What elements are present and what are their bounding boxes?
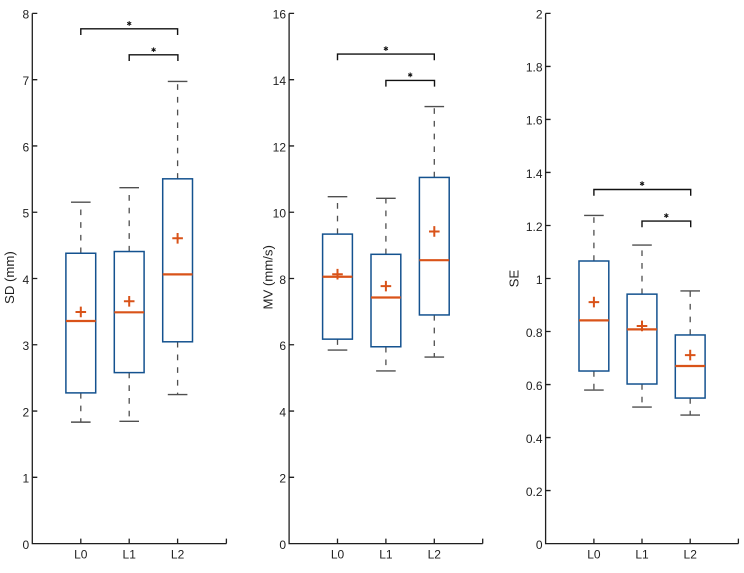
svg-text:0.2: 0.2 bbox=[526, 485, 543, 499]
svg-text:L1: L1 bbox=[379, 548, 393, 562]
svg-text:L2: L2 bbox=[428, 548, 442, 562]
svg-text:1.6: 1.6 bbox=[526, 114, 543, 128]
svg-text:10: 10 bbox=[273, 207, 287, 221]
svg-text:L2: L2 bbox=[684, 548, 698, 562]
svg-text:1.2: 1.2 bbox=[526, 220, 543, 234]
svg-text:6: 6 bbox=[279, 339, 286, 353]
svg-text:SD (mm): SD (mm) bbox=[2, 251, 17, 304]
svg-text:4: 4 bbox=[279, 405, 286, 419]
svg-text:7: 7 bbox=[23, 74, 30, 88]
svg-text:SE: SE bbox=[507, 270, 522, 288]
svg-text:16: 16 bbox=[273, 8, 287, 22]
svg-text:14: 14 bbox=[273, 74, 287, 88]
svg-text:L1: L1 bbox=[123, 548, 137, 562]
svg-text:3: 3 bbox=[23, 339, 30, 353]
svg-text:0: 0 bbox=[279, 538, 286, 552]
svg-text:L0: L0 bbox=[587, 548, 601, 562]
svg-text:2: 2 bbox=[279, 472, 286, 486]
svg-text:1: 1 bbox=[536, 273, 543, 287]
svg-text:0.4: 0.4 bbox=[526, 432, 543, 446]
svg-text:8: 8 bbox=[279, 273, 286, 287]
svg-text:12: 12 bbox=[273, 140, 287, 154]
svg-text:2: 2 bbox=[536, 8, 543, 22]
svg-text:6: 6 bbox=[23, 140, 30, 154]
svg-text:2: 2 bbox=[23, 405, 30, 419]
svg-text:5: 5 bbox=[23, 207, 30, 221]
svg-text:MV (mm/s): MV (mm/s) bbox=[260, 245, 275, 309]
svg-text:L1: L1 bbox=[635, 548, 649, 562]
svg-text:1: 1 bbox=[23, 472, 30, 486]
svg-text:8: 8 bbox=[23, 8, 30, 22]
svg-text:L0: L0 bbox=[74, 548, 88, 562]
svg-text:L2: L2 bbox=[171, 548, 185, 562]
svg-text:1.4: 1.4 bbox=[526, 167, 543, 181]
svg-text:0: 0 bbox=[536, 538, 543, 552]
svg-text:0.6: 0.6 bbox=[526, 379, 543, 393]
svg-text:L0: L0 bbox=[331, 548, 345, 562]
svg-text:4: 4 bbox=[23, 273, 30, 287]
svg-text:1.8: 1.8 bbox=[526, 61, 543, 75]
svg-text:0.8: 0.8 bbox=[526, 326, 543, 340]
svg-text:0: 0 bbox=[23, 538, 30, 552]
